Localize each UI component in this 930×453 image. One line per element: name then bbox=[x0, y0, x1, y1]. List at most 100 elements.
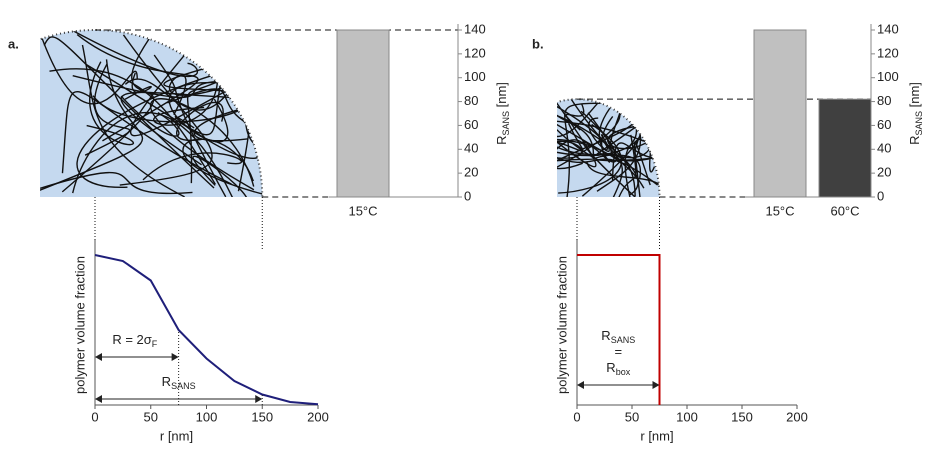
x-axis-label: r [nm] bbox=[640, 428, 673, 443]
line bbox=[577, 254, 661, 405]
y-tick-label: 60 bbox=[877, 117, 891, 132]
chain bbox=[557, 123, 584, 152]
panel-label: a. bbox=[8, 36, 19, 51]
chain bbox=[167, 88, 251, 126]
arrow-head bbox=[652, 381, 660, 389]
y-tick-label: 140 bbox=[877, 21, 899, 36]
y-axis-label-text: R bbox=[494, 136, 509, 145]
x-tick-label: 15°C bbox=[348, 203, 377, 218]
x-tick-label: 0 bbox=[573, 409, 580, 424]
bar bbox=[336, 29, 390, 198]
chain bbox=[557, 137, 640, 157]
chain bbox=[557, 99, 597, 168]
x-tick-label: 100 bbox=[196, 409, 218, 424]
chain bbox=[557, 99, 595, 156]
y-axis-label-text: R bbox=[907, 136, 922, 145]
annotation-text: R = 2σ bbox=[112, 332, 151, 347]
chain bbox=[61, 90, 232, 185]
y-axis-label-suffix: [nm] bbox=[494, 82, 509, 111]
chain bbox=[586, 162, 660, 197]
chain bbox=[639, 99, 660, 142]
annotation: RSANS bbox=[162, 374, 196, 391]
y-axis-label-suffix: [nm] bbox=[907, 82, 922, 111]
x-tick-label: 150 bbox=[731, 409, 753, 424]
chain bbox=[49, 68, 216, 185]
x-axis-label: r [nm] bbox=[160, 428, 193, 443]
x-tick-label: 100 bbox=[676, 409, 698, 424]
y-tick-label: 140 bbox=[464, 21, 486, 36]
chain bbox=[557, 99, 598, 137]
chain bbox=[53, 30, 199, 78]
y-tick-label: 0 bbox=[877, 188, 884, 203]
chain bbox=[40, 171, 193, 195]
y-tick-label: 60 bbox=[464, 117, 478, 132]
bar bbox=[818, 98, 872, 198]
annotation-text: R bbox=[606, 360, 615, 375]
chain bbox=[557, 140, 583, 162]
annotation-text: R bbox=[601, 328, 610, 343]
x-tick-label: 200 bbox=[307, 409, 329, 424]
arrow-head bbox=[95, 395, 102, 403]
y-tick-label: 100 bbox=[877, 69, 899, 84]
chain bbox=[557, 139, 584, 171]
chain bbox=[86, 61, 135, 146]
chain bbox=[81, 44, 185, 197]
arrow-head bbox=[171, 353, 179, 361]
x-tick-label: 60°C bbox=[830, 203, 859, 218]
y-tick-label: 20 bbox=[464, 165, 478, 180]
arrow-head bbox=[577, 381, 584, 389]
chain bbox=[76, 34, 199, 142]
polymer-coil bbox=[557, 98, 661, 197]
x-tick-label: 15°C bbox=[765, 203, 794, 218]
y-axis-label-subscript: SANS bbox=[501, 111, 511, 136]
annotation-subscript: SANS bbox=[171, 381, 196, 391]
chain bbox=[182, 138, 263, 197]
x-tick-label: 150 bbox=[251, 409, 273, 424]
chain bbox=[557, 102, 611, 151]
y-axis-label: RSANS [nm] bbox=[494, 82, 511, 145]
chain bbox=[582, 141, 639, 197]
chain bbox=[557, 122, 583, 170]
annotation: R = 2σF bbox=[112, 332, 157, 349]
polymer-coil bbox=[40, 29, 264, 197]
annotation-text: = bbox=[614, 344, 622, 359]
y-tick-label: 120 bbox=[464, 45, 486, 60]
chain bbox=[557, 99, 621, 189]
y-tick-label: 100 bbox=[464, 69, 486, 84]
chain bbox=[43, 36, 215, 189]
chain bbox=[142, 152, 243, 181]
x-tick-label: 200 bbox=[786, 409, 808, 424]
arrow-head bbox=[95, 353, 102, 361]
line bbox=[94, 254, 319, 406]
annotation-subscript: F bbox=[152, 339, 158, 349]
chain bbox=[120, 95, 180, 137]
y-tick-label: 20 bbox=[877, 165, 891, 180]
chain bbox=[84, 63, 131, 156]
y-tick-label: 120 bbox=[877, 45, 899, 60]
y-tick-label: 40 bbox=[464, 141, 478, 156]
bar bbox=[753, 29, 807, 198]
annotation-subscript: SANS bbox=[611, 335, 636, 345]
arrow-head bbox=[255, 395, 263, 403]
annotation-subscript: box bbox=[616, 367, 631, 377]
y-tick-label: 0 bbox=[464, 188, 471, 203]
panel-label: b. bbox=[532, 36, 544, 51]
annotation: = bbox=[614, 344, 622, 359]
y-tick-label: 80 bbox=[877, 93, 891, 108]
annotation-text: R bbox=[162, 374, 171, 389]
chain bbox=[566, 99, 623, 197]
y-tick-label: 80 bbox=[464, 93, 478, 108]
x-tick-label: 0 bbox=[91, 409, 98, 424]
chain bbox=[150, 98, 255, 191]
chain bbox=[192, 155, 249, 197]
x-tick-label: 50 bbox=[625, 409, 639, 424]
y-axis-label: polymer volume fraction bbox=[554, 256, 569, 394]
chain bbox=[40, 30, 138, 105]
chain bbox=[119, 34, 213, 186]
chain bbox=[558, 123, 622, 194]
chain bbox=[557, 138, 645, 189]
annotation: RSANS bbox=[601, 328, 635, 345]
y-axis-label: RSANS [nm] bbox=[907, 82, 924, 145]
chain bbox=[607, 99, 660, 150]
